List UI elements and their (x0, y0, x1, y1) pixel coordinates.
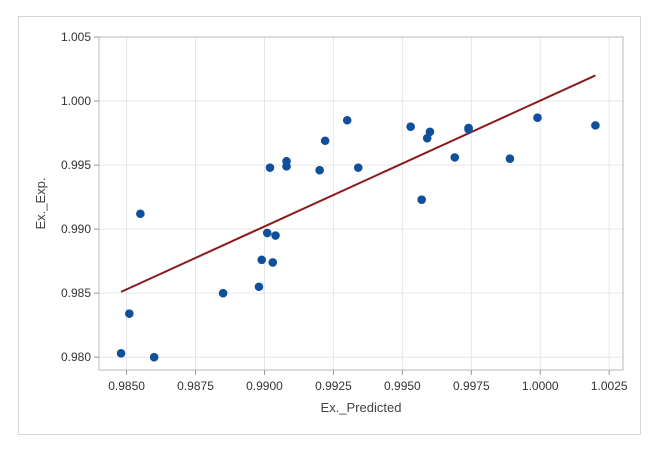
y-tick-label: 0.980 (61, 350, 91, 364)
data-point (257, 255, 267, 265)
data-point (116, 349, 126, 358)
data-point (268, 258, 278, 267)
data-point (271, 231, 280, 240)
data-point (218, 288, 228, 298)
x-tick-label: 0.9925 (315, 379, 352, 393)
data-point (320, 136, 330, 146)
y-tick-label: 1.000 (61, 94, 91, 108)
y-axis-title: Ex._Exp. (33, 177, 48, 229)
x-tick-label: 0.9975 (453, 379, 490, 393)
data-point (265, 163, 275, 172)
grid (99, 36, 623, 370)
x-tick-label: 1.0000 (522, 379, 559, 393)
data-point (533, 113, 542, 122)
y-tick-label: 0.985 (61, 286, 91, 300)
y-tick-label: 0.990 (61, 222, 91, 236)
data-point (262, 228, 272, 238)
data-point (464, 124, 473, 134)
y-tick-label: 0.995 (61, 158, 91, 172)
y-axis: 0.980 0.985 0.990 0.995 1.000 1.005 (61, 30, 99, 364)
data-point (505, 154, 515, 163)
data-point (136, 209, 145, 219)
plot-area (98, 36, 624, 371)
data-point (254, 282, 264, 292)
data-point (342, 115, 352, 125)
data-point (417, 195, 426, 204)
chart-figure: 0.9850 0.9875 0.9900 0.9925 0.9950 0.9975 1.00… (18, 16, 641, 435)
data-points (116, 113, 600, 362)
x-tick-label: 0.9900 (246, 379, 283, 393)
data-point (425, 127, 435, 137)
scatter-chart: 0.9850 0.9875 0.9900 0.9925 0.9950 0.9975 1.00… (33, 30, 628, 415)
x-axis-title: Ex._Predicted (321, 400, 402, 415)
data-point (450, 153, 460, 162)
data-point (282, 162, 291, 171)
data-point (125, 309, 134, 318)
x-tick-label: 0.9950 (384, 379, 421, 393)
x-axis: 0.9850 0.9875 0.9900 0.9925 0.9950 0.9975 1.00… (108, 370, 628, 393)
x-tick-label: 1.0025 (591, 379, 628, 393)
data-point (149, 352, 159, 362)
fit-line (120, 74, 596, 293)
x-tick-label: 0.9850 (108, 379, 145, 393)
data-point (591, 121, 600, 130)
data-point (315, 165, 324, 175)
data-point (406, 122, 415, 131)
y-tick-label: 1.005 (61, 30, 91, 44)
x-tick-label: 0.9875 (177, 379, 214, 393)
data-point (353, 163, 363, 172)
